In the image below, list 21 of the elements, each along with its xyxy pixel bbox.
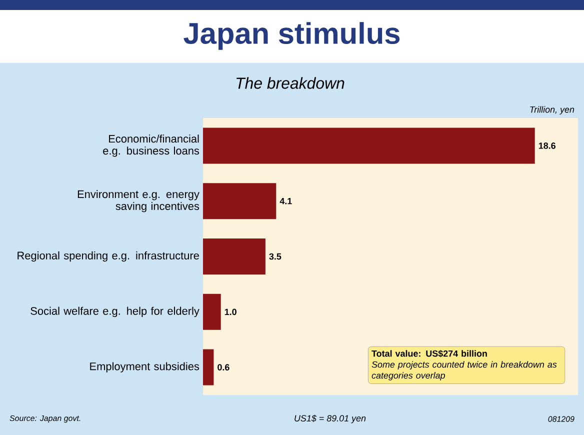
data-label: 18.6 <box>538 142 556 149</box>
chart-title: Japan stimulus <box>184 22 400 50</box>
y-tick-label: Environment e.g. energy saving incentives <box>78 190 200 212</box>
text: US1$ = 89.01 yen <box>294 414 366 424</box>
data-label: 0.6 <box>218 364 230 370</box>
bar <box>203 294 221 330</box>
bar <box>203 349 214 386</box>
y-tick-label: Social welfare e.g. help for elderly <box>30 306 200 317</box>
chart-subtitle: The breakdown <box>236 77 344 89</box>
y-tick-label: Economic/financial e.g. business loans <box>103 134 200 157</box>
y-tick-label: Regional spending e.g. infrastructure <box>18 251 199 262</box>
bar <box>203 238 266 274</box>
data-label: 3.5 <box>269 253 282 260</box>
annotation: Total value: US$274 billion <box>372 350 487 358</box>
bar <box>203 128 535 164</box>
y-tick-label: Employment subsidies <box>90 362 200 372</box>
data-label: 1.0 <box>224 308 236 316</box>
bar <box>203 183 276 220</box>
data-label: 4.1 <box>280 198 292 204</box>
annotation: Some projects counted twice in breakdown as categories overlap <box>372 361 557 380</box>
x-axis-title: Trillion, yen <box>530 106 574 114</box>
